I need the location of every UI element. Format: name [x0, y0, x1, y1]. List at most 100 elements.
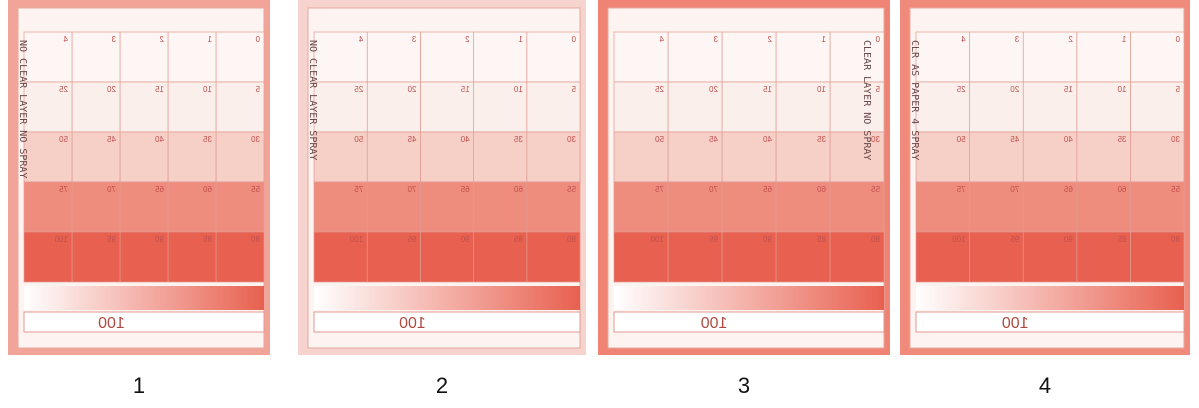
cell-label: 100	[349, 235, 363, 244]
cell-label: 60	[513, 185, 522, 194]
cell-label: 4	[63, 35, 68, 44]
cell-label: 40	[155, 135, 164, 144]
cell-label: 55	[871, 185, 880, 194]
cell-label: 40	[763, 135, 772, 144]
cell-label: 100	[650, 235, 664, 244]
panel-label: 3	[738, 373, 750, 398]
cell-label: 10	[1117, 85, 1126, 94]
cell-label: 70	[709, 185, 718, 194]
cell-label: 50	[956, 135, 965, 144]
cell-label: 50	[59, 135, 68, 144]
cell-label: 85	[513, 235, 522, 244]
label-box	[314, 312, 580, 332]
handwritten-note: CLR AS PAPER 4 SPRAY	[909, 40, 920, 160]
cell-label: 25	[655, 85, 664, 94]
cell-label: 0	[571, 35, 576, 44]
cell-label: 95	[107, 235, 116, 244]
cell-label: 30	[251, 135, 260, 144]
cell-label: 2	[1068, 35, 1073, 44]
cell-label: 65	[155, 185, 164, 194]
cell-label: 5	[1175, 85, 1180, 94]
handwritten-note: NO CLEAR LAYER NO SPRAY	[17, 40, 28, 178]
cell-label: 90	[763, 235, 772, 244]
cell-label: 75	[956, 185, 965, 194]
test-sheet: 0123451015202530354045505560657075808590…	[608, 8, 884, 348]
cell-label: 25	[956, 85, 965, 94]
cell-label: 65	[460, 185, 469, 194]
cell-label: 80	[567, 235, 576, 244]
cell-label: 10	[817, 85, 826, 94]
cell-label: 35	[817, 135, 826, 144]
cell-label: 20	[407, 85, 416, 94]
cell-label: 95	[709, 235, 718, 244]
cell-label: 35	[203, 135, 212, 144]
cell-label: 15	[155, 85, 164, 94]
cell-label: 20	[1010, 85, 1019, 94]
cell-label: 85	[203, 235, 212, 244]
cell-label: 95	[1010, 235, 1019, 244]
cell-label: 75	[655, 185, 664, 194]
scan-montage: 0123451015202530354045505560657075808590…	[0, 0, 1199, 408]
label-box	[614, 312, 884, 332]
cell-label: 100	[54, 235, 68, 244]
cell-label: 30	[1171, 135, 1180, 144]
test-sheet: 0123451015202530354045505560657075808590…	[910, 8, 1184, 348]
cell-label: 0	[255, 35, 260, 44]
cell-label: 95	[407, 235, 416, 244]
cell-label: 50	[354, 135, 363, 144]
cell-label: 15	[460, 85, 469, 94]
cell-label: 100	[952, 235, 966, 244]
cell-label: 20	[107, 85, 116, 94]
cell-label: 55	[567, 185, 576, 194]
cell-label: 45	[709, 135, 718, 144]
cell-label: 4	[358, 35, 363, 44]
cell-label: 3	[1014, 35, 1019, 44]
panel-label: 2	[436, 373, 448, 398]
cell-label: 65	[1063, 185, 1072, 194]
cell-label: 60	[1117, 185, 1126, 194]
cell-label: 15	[763, 85, 772, 94]
cell-label: 5	[255, 85, 260, 94]
cell-label: 0	[1175, 35, 1180, 44]
gradient-strip	[614, 286, 884, 310]
cell-label: 20	[709, 85, 718, 94]
cell-label: 90	[460, 235, 469, 244]
handwritten-note: CLEAR LAYER NO SPRAY	[861, 40, 872, 160]
cell-label: 2	[465, 35, 470, 44]
cell-label: 2	[767, 35, 772, 44]
cell-label: 85	[1117, 235, 1126, 244]
cell-label: 50	[655, 135, 664, 144]
strip-label: 100	[399, 315, 426, 332]
label-box	[916, 312, 1184, 332]
handwritten-note: NO CLEAR LAYER SPRAY	[307, 40, 318, 160]
cell-label: 55	[251, 185, 260, 194]
cell-label: 10	[513, 85, 522, 94]
cell-label: 80	[251, 235, 260, 244]
cell-label: 35	[1117, 135, 1126, 144]
cell-label: 75	[59, 185, 68, 194]
strip-label: 100	[98, 315, 125, 332]
strip-label: 100	[701, 315, 728, 332]
cell-label: 30	[567, 135, 576, 144]
cell-label: 70	[107, 185, 116, 194]
cell-label: 3	[713, 35, 718, 44]
cell-label: 2	[159, 35, 164, 44]
cell-label: 40	[1063, 135, 1072, 144]
cell-label: 1	[207, 35, 212, 44]
cell-label: 1	[821, 35, 826, 44]
cell-label: 3	[111, 35, 116, 44]
cell-label: 90	[155, 235, 164, 244]
cell-label: 35	[513, 135, 522, 144]
cell-label: 70	[407, 185, 416, 194]
cell-label: 45	[1010, 135, 1019, 144]
cell-label: 3	[411, 35, 416, 44]
gradient-strip	[916, 286, 1184, 310]
cell-label: 45	[407, 135, 416, 144]
cell-label: 40	[460, 135, 469, 144]
cell-label: 25	[354, 85, 363, 94]
cell-label: 65	[763, 185, 772, 194]
cell-label: 90	[1063, 235, 1072, 244]
cell-label: 15	[1063, 85, 1072, 94]
test-sheet: 0123451015202530354045505560657075808590…	[18, 8, 264, 348]
cell-label: 1	[518, 35, 523, 44]
